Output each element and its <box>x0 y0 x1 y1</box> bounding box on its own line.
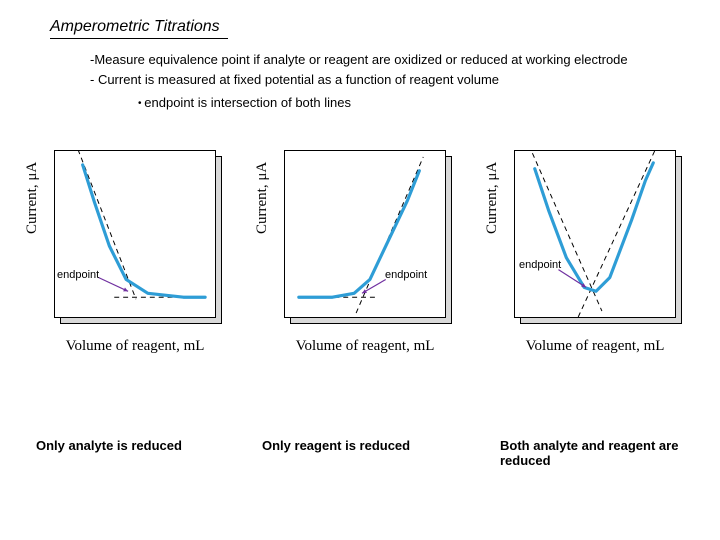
page-title: Amperometric Titrations <box>50 18 228 39</box>
plot-box: endpoint <box>514 150 676 318</box>
bullet-sub: endpoint is intersection of both lines <box>138 93 628 113</box>
chart-reagent-reduced: Current, μAendpointVolume of reagent, mL <box>260 150 460 390</box>
chart-both-reduced: Current, μAendpointVolume of reagent, mL <box>490 150 690 390</box>
y-axis-label: Current, μA <box>24 162 41 234</box>
y-axis-label: Current, μA <box>484 162 501 234</box>
x-axis-label: Volume of reagent, mL <box>54 338 216 355</box>
bullet-2: - Current is measured at fixed potential… <box>90 70 628 90</box>
plot-box: endpoint <box>54 150 216 318</box>
plot-box: endpoint <box>284 150 446 318</box>
endpoint-label: endpoint <box>385 269 427 281</box>
chart-analyte-reduced: Current, μAendpointVolume of reagent, mL <box>30 150 230 390</box>
endpoint-label: endpoint <box>519 259 561 271</box>
bullet-1: -Measure equivalence point if analyte or… <box>90 50 628 70</box>
x-axis-label: Volume of reagent, mL <box>514 338 676 355</box>
endpoint-label: endpoint <box>57 269 99 281</box>
caption-both: Both analyte and reagent are reduced <box>500 438 690 468</box>
caption-analyte: Only analyte is reduced <box>36 438 226 453</box>
charts-row: Current, μA endpoint Volume of reagent, mL… <box>0 150 720 390</box>
y-axis-label: Current, μA <box>254 162 271 234</box>
caption-reagent: Only reagent is reduced <box>262 438 452 453</box>
x-axis-label: Volume of reagent, mL <box>284 338 446 355</box>
bullet-list: -Measure equivalence point if analyte or… <box>90 50 628 113</box>
